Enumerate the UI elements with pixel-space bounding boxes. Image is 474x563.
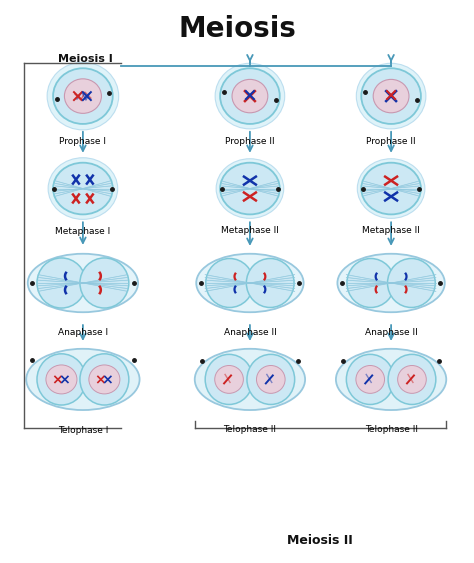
Ellipse shape [361,68,421,124]
Ellipse shape [356,365,384,394]
Text: Telophase II: Telophase II [365,425,418,434]
Ellipse shape [246,258,294,307]
Ellipse shape [361,163,421,215]
Ellipse shape [357,159,425,218]
Text: Prophase I: Prophase I [59,137,106,146]
Ellipse shape [356,63,426,129]
Ellipse shape [53,68,113,124]
Text: Metaphase I: Metaphase I [55,227,110,236]
Ellipse shape [53,163,113,215]
Ellipse shape [216,159,284,218]
Ellipse shape [388,354,436,404]
Text: Metaphase II: Metaphase II [362,226,420,235]
Ellipse shape [247,354,295,404]
Ellipse shape [26,349,139,410]
Text: Telophase I: Telophase I [58,426,108,435]
Ellipse shape [205,354,253,404]
Text: Meiosis I: Meiosis I [58,54,113,64]
Text: Anaphase II: Anaphase II [365,328,418,337]
Ellipse shape [206,258,254,307]
Ellipse shape [37,258,86,308]
Ellipse shape [256,365,285,394]
Text: Meiosis II: Meiosis II [287,534,352,547]
Ellipse shape [89,365,120,394]
Ellipse shape [196,254,304,312]
Ellipse shape [215,63,285,129]
Ellipse shape [398,365,426,394]
Ellipse shape [195,349,305,410]
Ellipse shape [337,254,445,312]
Ellipse shape [37,354,86,405]
Ellipse shape [28,254,138,312]
Ellipse shape [80,354,129,405]
Text: Meiosis: Meiosis [178,16,296,43]
Ellipse shape [46,365,77,394]
Ellipse shape [232,79,268,113]
Ellipse shape [220,68,280,124]
Ellipse shape [80,258,129,308]
Text: Anaphase I: Anaphase I [58,328,108,337]
Text: Prophase II: Prophase II [366,137,416,146]
Text: Telophase II: Telophase II [223,425,276,434]
Text: Anaphase II: Anaphase II [224,328,276,337]
Ellipse shape [373,79,409,113]
Ellipse shape [215,365,243,394]
Ellipse shape [47,62,118,130]
Ellipse shape [347,258,395,307]
Text: Metaphase II: Metaphase II [221,226,279,235]
Ellipse shape [220,163,280,215]
Ellipse shape [388,258,435,307]
Ellipse shape [336,349,446,410]
Text: Prophase II: Prophase II [225,137,275,146]
Ellipse shape [346,354,394,404]
Ellipse shape [64,79,101,113]
Ellipse shape [48,158,118,220]
